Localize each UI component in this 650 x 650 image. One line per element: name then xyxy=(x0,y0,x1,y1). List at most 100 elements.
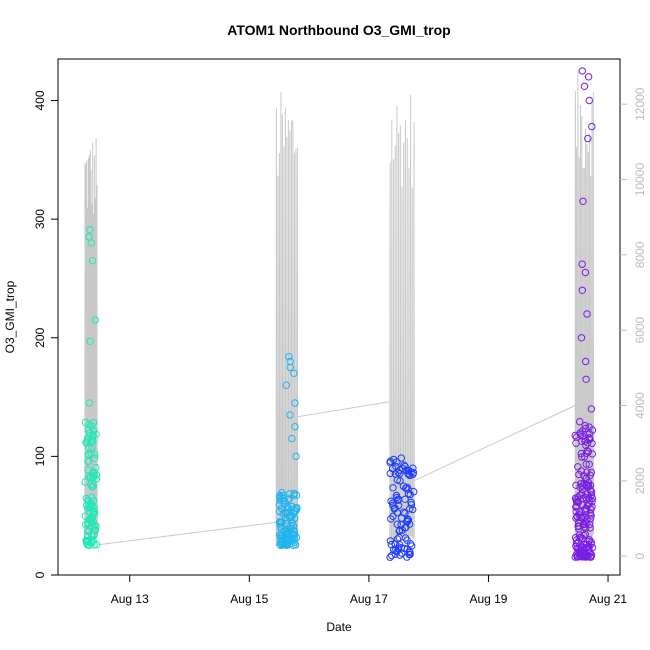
data-point xyxy=(90,454,99,462)
data-point xyxy=(582,460,590,468)
data-point xyxy=(278,541,286,549)
data-point xyxy=(580,453,589,461)
data-point xyxy=(581,513,589,521)
data-point xyxy=(580,82,589,91)
data-point xyxy=(406,471,414,480)
data-point xyxy=(403,483,411,491)
data-point xyxy=(290,491,298,499)
data-point xyxy=(407,468,415,476)
data-point xyxy=(575,549,584,557)
data-point xyxy=(586,552,595,561)
data-point xyxy=(581,421,589,430)
data-point xyxy=(578,437,586,445)
data-point xyxy=(281,540,289,549)
data-point xyxy=(586,487,595,495)
data-point xyxy=(88,257,97,265)
data-point xyxy=(387,540,395,549)
data-point xyxy=(588,450,596,458)
data-point xyxy=(582,482,591,490)
data-point xyxy=(576,418,584,426)
data-point xyxy=(89,426,98,435)
data-point xyxy=(90,471,98,480)
y2-tick-label: 0 xyxy=(633,553,647,560)
data-point xyxy=(83,434,92,443)
data-point xyxy=(407,501,416,509)
data-point xyxy=(579,197,587,206)
data-point xyxy=(401,495,409,503)
altitude-line-flight-3 xyxy=(389,95,415,547)
data-point xyxy=(89,468,98,476)
data-point xyxy=(585,96,593,105)
x-axis-label: Date xyxy=(326,620,352,634)
data-point xyxy=(581,437,589,445)
data-point xyxy=(584,134,592,143)
altitude-line-series xyxy=(84,70,594,549)
data-point xyxy=(574,498,582,506)
data-point xyxy=(579,549,587,557)
data-point xyxy=(87,500,95,508)
data-point xyxy=(403,536,411,544)
data-point xyxy=(572,433,581,441)
data-point xyxy=(84,519,92,527)
data-point xyxy=(285,353,293,361)
data-point xyxy=(586,481,595,490)
scatter-flight-4 xyxy=(571,67,597,561)
data-point xyxy=(585,542,593,550)
altitude-line-transit-2 xyxy=(297,401,390,418)
data-point xyxy=(583,447,591,455)
data-point xyxy=(282,381,290,389)
data-point xyxy=(579,520,587,529)
data-point xyxy=(83,528,92,536)
data-point xyxy=(575,525,583,533)
altitude-line-flight-2 xyxy=(275,91,299,549)
data-point xyxy=(88,435,97,443)
data-point xyxy=(283,537,291,545)
data-point xyxy=(586,524,594,532)
data-point xyxy=(288,434,296,443)
data-point xyxy=(403,517,411,525)
data-point xyxy=(286,411,294,419)
data-point xyxy=(406,550,414,559)
data-point xyxy=(407,498,415,507)
data-point xyxy=(276,493,284,501)
data-point xyxy=(397,454,405,462)
data-point xyxy=(582,357,590,366)
data-point xyxy=(572,542,580,551)
y2-tick-label: 8000 xyxy=(633,241,647,268)
data-point xyxy=(392,491,401,500)
data-point xyxy=(404,469,412,477)
data-point xyxy=(388,551,396,560)
data-point xyxy=(391,504,399,512)
data-point xyxy=(400,508,408,516)
plot-frame xyxy=(57,58,621,576)
data-point xyxy=(389,484,397,492)
data-point xyxy=(577,553,585,561)
data-point xyxy=(89,431,97,439)
data-point xyxy=(386,457,395,465)
data-point xyxy=(85,233,93,241)
altitude-line-transit-3 xyxy=(413,405,576,482)
scatter-flight-1 xyxy=(81,226,101,549)
data-point xyxy=(290,369,298,377)
data-point xyxy=(84,457,92,466)
data-point xyxy=(391,470,400,478)
data-point xyxy=(391,550,399,558)
data-point xyxy=(393,520,401,528)
y2-axis: 0 2000 4000 6000 8000 10000 12000 xyxy=(620,87,647,560)
data-point xyxy=(409,505,417,514)
x-tick-label: Aug 19 xyxy=(469,592,507,606)
data-point xyxy=(586,510,594,518)
y-tick-label: 200 xyxy=(33,327,47,347)
data-point xyxy=(583,310,591,318)
data-point xyxy=(86,226,94,234)
data-point xyxy=(573,539,581,547)
data-point xyxy=(290,526,298,534)
data-point xyxy=(588,439,596,448)
data-point xyxy=(284,504,293,512)
y-tick-label: 100 xyxy=(33,446,47,466)
y2-tick-label: 6000 xyxy=(633,317,647,344)
y2-tick-label: 2000 xyxy=(633,467,647,494)
data-point xyxy=(408,542,416,550)
scatter-flight-3 xyxy=(386,454,418,561)
